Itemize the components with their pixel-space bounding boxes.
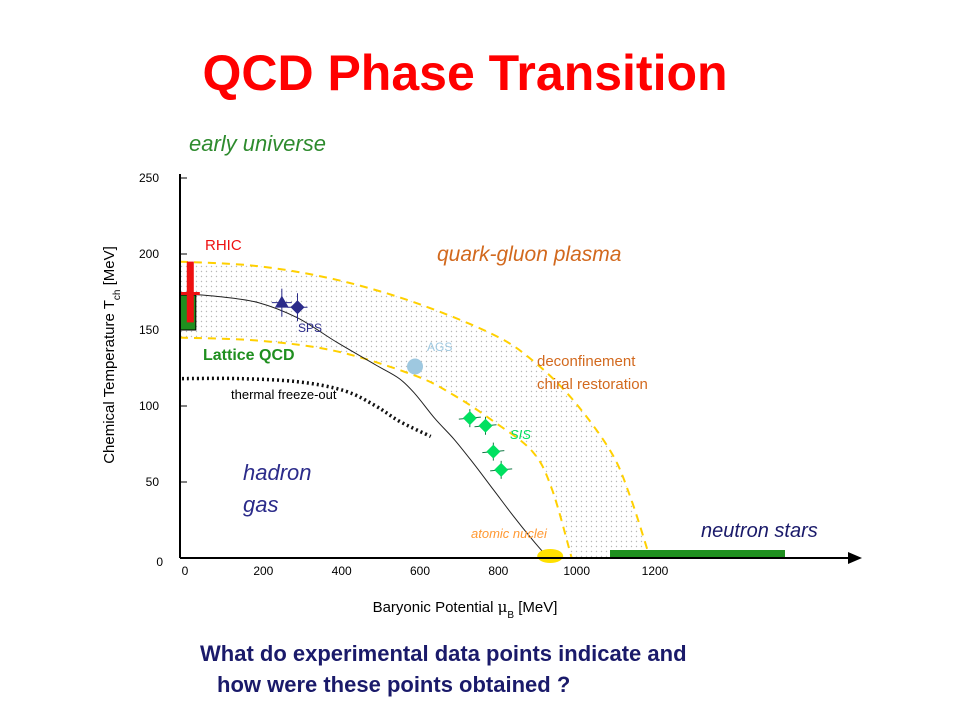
ags-label: AGS bbox=[427, 340, 452, 354]
rhic-bar bbox=[186, 261, 194, 323]
lower-boundary-line bbox=[179, 336, 573, 559]
x-tick-label: 200 bbox=[253, 564, 273, 578]
x-tick-label: 400 bbox=[332, 564, 352, 578]
crossover-band bbox=[180, 261, 650, 558]
early-universe-label: early universe bbox=[189, 131, 326, 156]
x-tick-label: 800 bbox=[488, 564, 508, 578]
y-tick-label: 100 bbox=[139, 399, 159, 413]
thermal-freeze-out-curve bbox=[181, 376, 432, 438]
chiral-restoration-label: chiral restoration bbox=[537, 376, 648, 393]
ags-point bbox=[407, 358, 423, 375]
y-tick-label: 50 bbox=[146, 475, 160, 489]
atomic-nuclei-label: atomic nuclei bbox=[471, 526, 548, 541]
rhic-label: RHIC bbox=[205, 237, 242, 254]
hadron-gas-label-line2: gas bbox=[243, 492, 278, 517]
sis-point bbox=[462, 411, 477, 426]
question-line-1: What do experimental data points indicat… bbox=[200, 641, 687, 666]
sis-label: SIS bbox=[510, 427, 531, 442]
question-text: What do experimental data points indicat… bbox=[200, 638, 687, 700]
question-line-2: how were these points obtained ? bbox=[217, 672, 571, 697]
hadron-gas-label-line1: hadron bbox=[243, 460, 312, 485]
neutron-stars-band bbox=[610, 550, 785, 558]
x-axis-arrow bbox=[848, 552, 862, 564]
slide-title: QCD Phase Transition bbox=[202, 45, 728, 101]
x-tick-label: 0 bbox=[182, 564, 189, 578]
sis-point bbox=[478, 418, 493, 433]
upper-boundary-line bbox=[179, 260, 651, 559]
y-axis-title: Chemical Temperature Tch [MeV] bbox=[101, 246, 123, 464]
atomic-nuclei-marker bbox=[537, 549, 564, 563]
thermal-freeze-out-label: thermal freeze-out bbox=[231, 387, 337, 402]
x-tick-label: 1200 bbox=[642, 564, 669, 578]
sis-point bbox=[486, 444, 501, 459]
deconfinement-label: deconfinement bbox=[537, 353, 636, 370]
sps-point bbox=[274, 295, 289, 308]
freeze-out-curve bbox=[179, 293, 549, 559]
x-tick-label: 1000 bbox=[563, 564, 590, 578]
sis-point bbox=[494, 462, 509, 477]
lattice-qcd-label: Lattice QCD bbox=[203, 347, 295, 364]
x-axis-title: Baryonic Potential μB [MeV] bbox=[373, 598, 558, 621]
y-tick-label: 250 bbox=[139, 171, 159, 185]
y-tick-label: 200 bbox=[139, 247, 159, 261]
x-tick-label: 600 bbox=[410, 564, 430, 578]
y-tick-label: 150 bbox=[139, 323, 159, 337]
quark-gluon-plasma-label: quark-gluon plasma bbox=[437, 243, 621, 266]
y-tick-label: 0 bbox=[156, 555, 163, 569]
neutron-stars-label: neutron stars bbox=[701, 520, 818, 542]
sps-label: SPS bbox=[298, 321, 322, 335]
sps-point bbox=[290, 300, 305, 315]
